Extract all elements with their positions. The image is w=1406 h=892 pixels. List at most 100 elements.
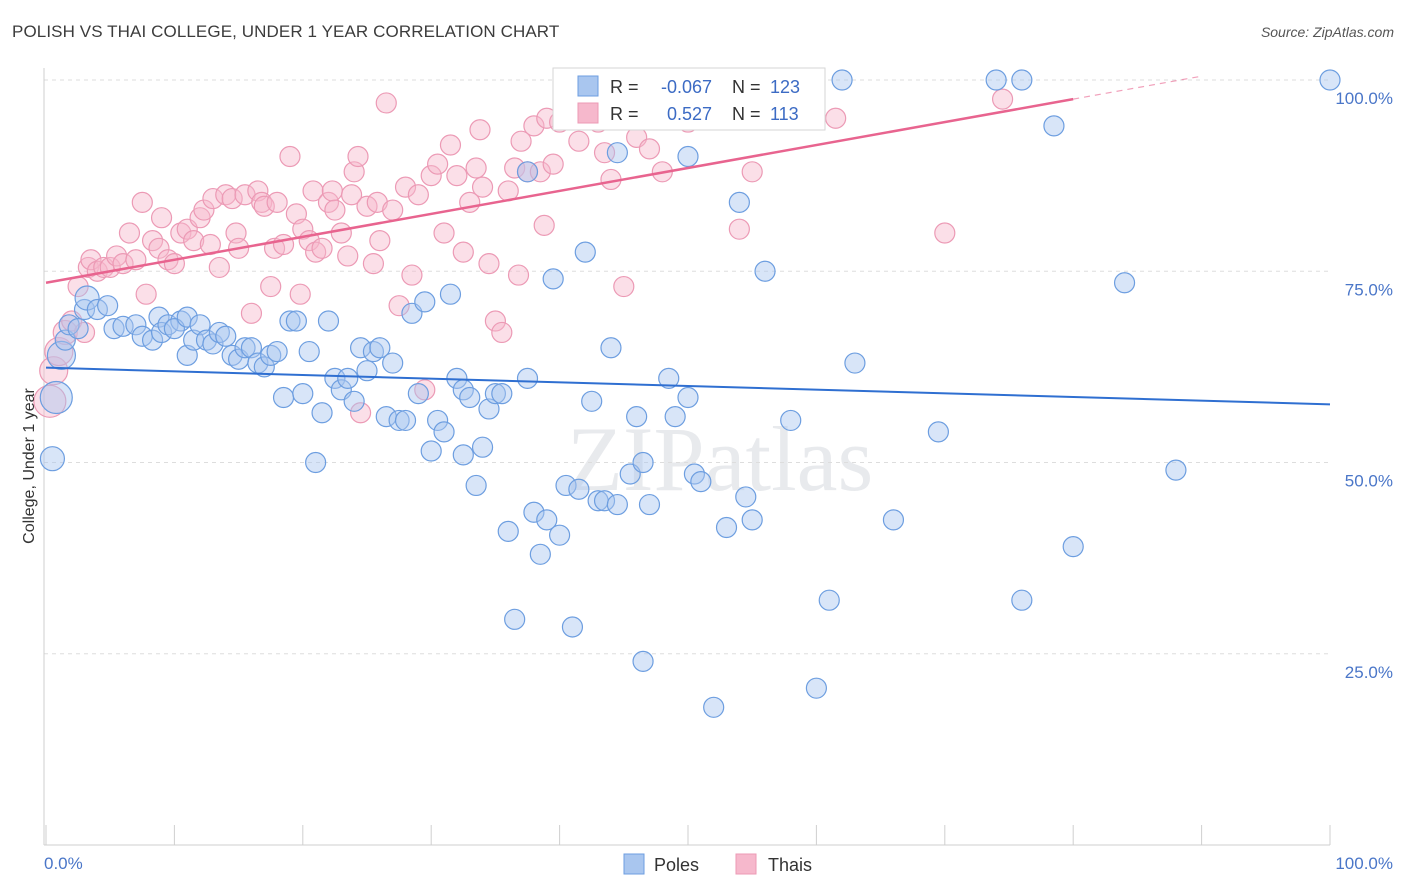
thais-point (507, 264, 530, 286)
poles-point (561, 616, 584, 638)
poles-point (754, 260, 776, 282)
poles-point (388, 409, 410, 432)
bottom-legend-swatch-poles (623, 853, 645, 875)
thais-point (118, 222, 141, 244)
x-tick-label: 0.0% (44, 854, 83, 873)
thais-point (302, 180, 324, 202)
thais-point (529, 161, 551, 183)
thais-point (135, 283, 157, 305)
poles-point (1062, 536, 1084, 558)
poles-point (497, 520, 519, 542)
poles-point (157, 314, 179, 336)
thais-point (163, 253, 185, 275)
poles-point (427, 409, 449, 432)
poles-point (805, 677, 828, 699)
poles-point (690, 471, 712, 493)
thais-point (439, 134, 462, 156)
thais-point (311, 237, 333, 259)
thais-point (202, 187, 224, 210)
poles-point (581, 390, 603, 412)
tick-labels: 25.0% 50.0% 75.0% 100.0% 0.0% 100.0% (44, 89, 1393, 873)
poles-point (504, 608, 526, 630)
poles-point (202, 333, 224, 355)
poles-point (844, 352, 866, 374)
legend-swatch-poles (577, 75, 599, 97)
thais-point (208, 256, 230, 279)
thais-point (504, 157, 526, 179)
thais-point (305, 241, 327, 263)
poles-point (337, 367, 359, 389)
poles-point (176, 306, 198, 328)
poles-point (103, 318, 125, 340)
poles-point (266, 340, 288, 363)
poles-point (465, 474, 487, 497)
thais-point (427, 153, 449, 175)
poles-point (272, 386, 295, 409)
thais-point (324, 199, 346, 221)
y-axis-title: College, Under 1 year (21, 388, 38, 544)
poles-point (362, 340, 385, 363)
y-tick-label: 100.0% (1335, 89, 1393, 108)
thais-point (272, 233, 295, 256)
poles-point (67, 318, 89, 340)
thais-point (330, 222, 352, 244)
poles-point (369, 337, 391, 359)
poles-point (677, 386, 699, 409)
legend-n-label: N = (732, 104, 761, 124)
poles-point (407, 383, 429, 405)
poles-point (343, 390, 365, 412)
thais-point (568, 130, 590, 152)
chart-title: POLISH VS THAI COLLEGE, UNDER 1 YEAR COR… (12, 22, 560, 41)
thais-point (825, 107, 847, 129)
poles-point (311, 402, 333, 424)
poles-point (831, 69, 853, 91)
thais-point (510, 130, 532, 152)
thais-point (73, 321, 96, 344)
poles-point (735, 486, 757, 508)
legend-r-value: -0.067 (661, 77, 712, 97)
poles-point (529, 543, 551, 565)
poles-point (433, 421, 455, 443)
poles-point (664, 406, 686, 428)
poles-point (658, 367, 680, 389)
thais-point (991, 88, 1014, 110)
thais-point (349, 402, 372, 424)
poles-point (234, 337, 256, 359)
thais-point (369, 230, 391, 252)
poles-point (253, 356, 275, 378)
thais-point (215, 184, 237, 206)
thais-point (170, 222, 192, 244)
poles-point (606, 493, 628, 516)
thais-trend-line (45, 97, 1074, 284)
poles-point (1113, 272, 1136, 294)
poles-point (523, 501, 545, 523)
thais-point (340, 184, 363, 206)
thais-point (523, 115, 545, 137)
thais-point (533, 214, 555, 236)
poles-point (298, 340, 320, 363)
thais-point (366, 191, 388, 213)
thais-point (150, 207, 173, 229)
thais-point (934, 222, 956, 244)
bottom-legend-thais: Thais (768, 855, 812, 875)
thais-point (347, 145, 369, 168)
legend: R = -0.067 N = 123 R = 0.527 N = 113 (552, 67, 826, 131)
thais-point (407, 184, 429, 206)
thais-point (221, 187, 243, 210)
thais-point (446, 165, 468, 187)
poles-point (1011, 69, 1033, 91)
thais-point (266, 191, 288, 213)
trend-lines (45, 75, 1331, 406)
poles-point (536, 509, 558, 531)
thais-point (414, 379, 436, 401)
y-tick-label: 50.0% (1345, 472, 1393, 491)
poles-point (703, 696, 725, 718)
bottom-legend-poles: Poles (654, 855, 699, 875)
poles-point (125, 314, 147, 336)
series-thais (33, 84, 1014, 424)
thais-point (471, 176, 494, 198)
poles-point (715, 516, 738, 539)
thais-point (388, 295, 410, 317)
thais-point (148, 237, 170, 259)
